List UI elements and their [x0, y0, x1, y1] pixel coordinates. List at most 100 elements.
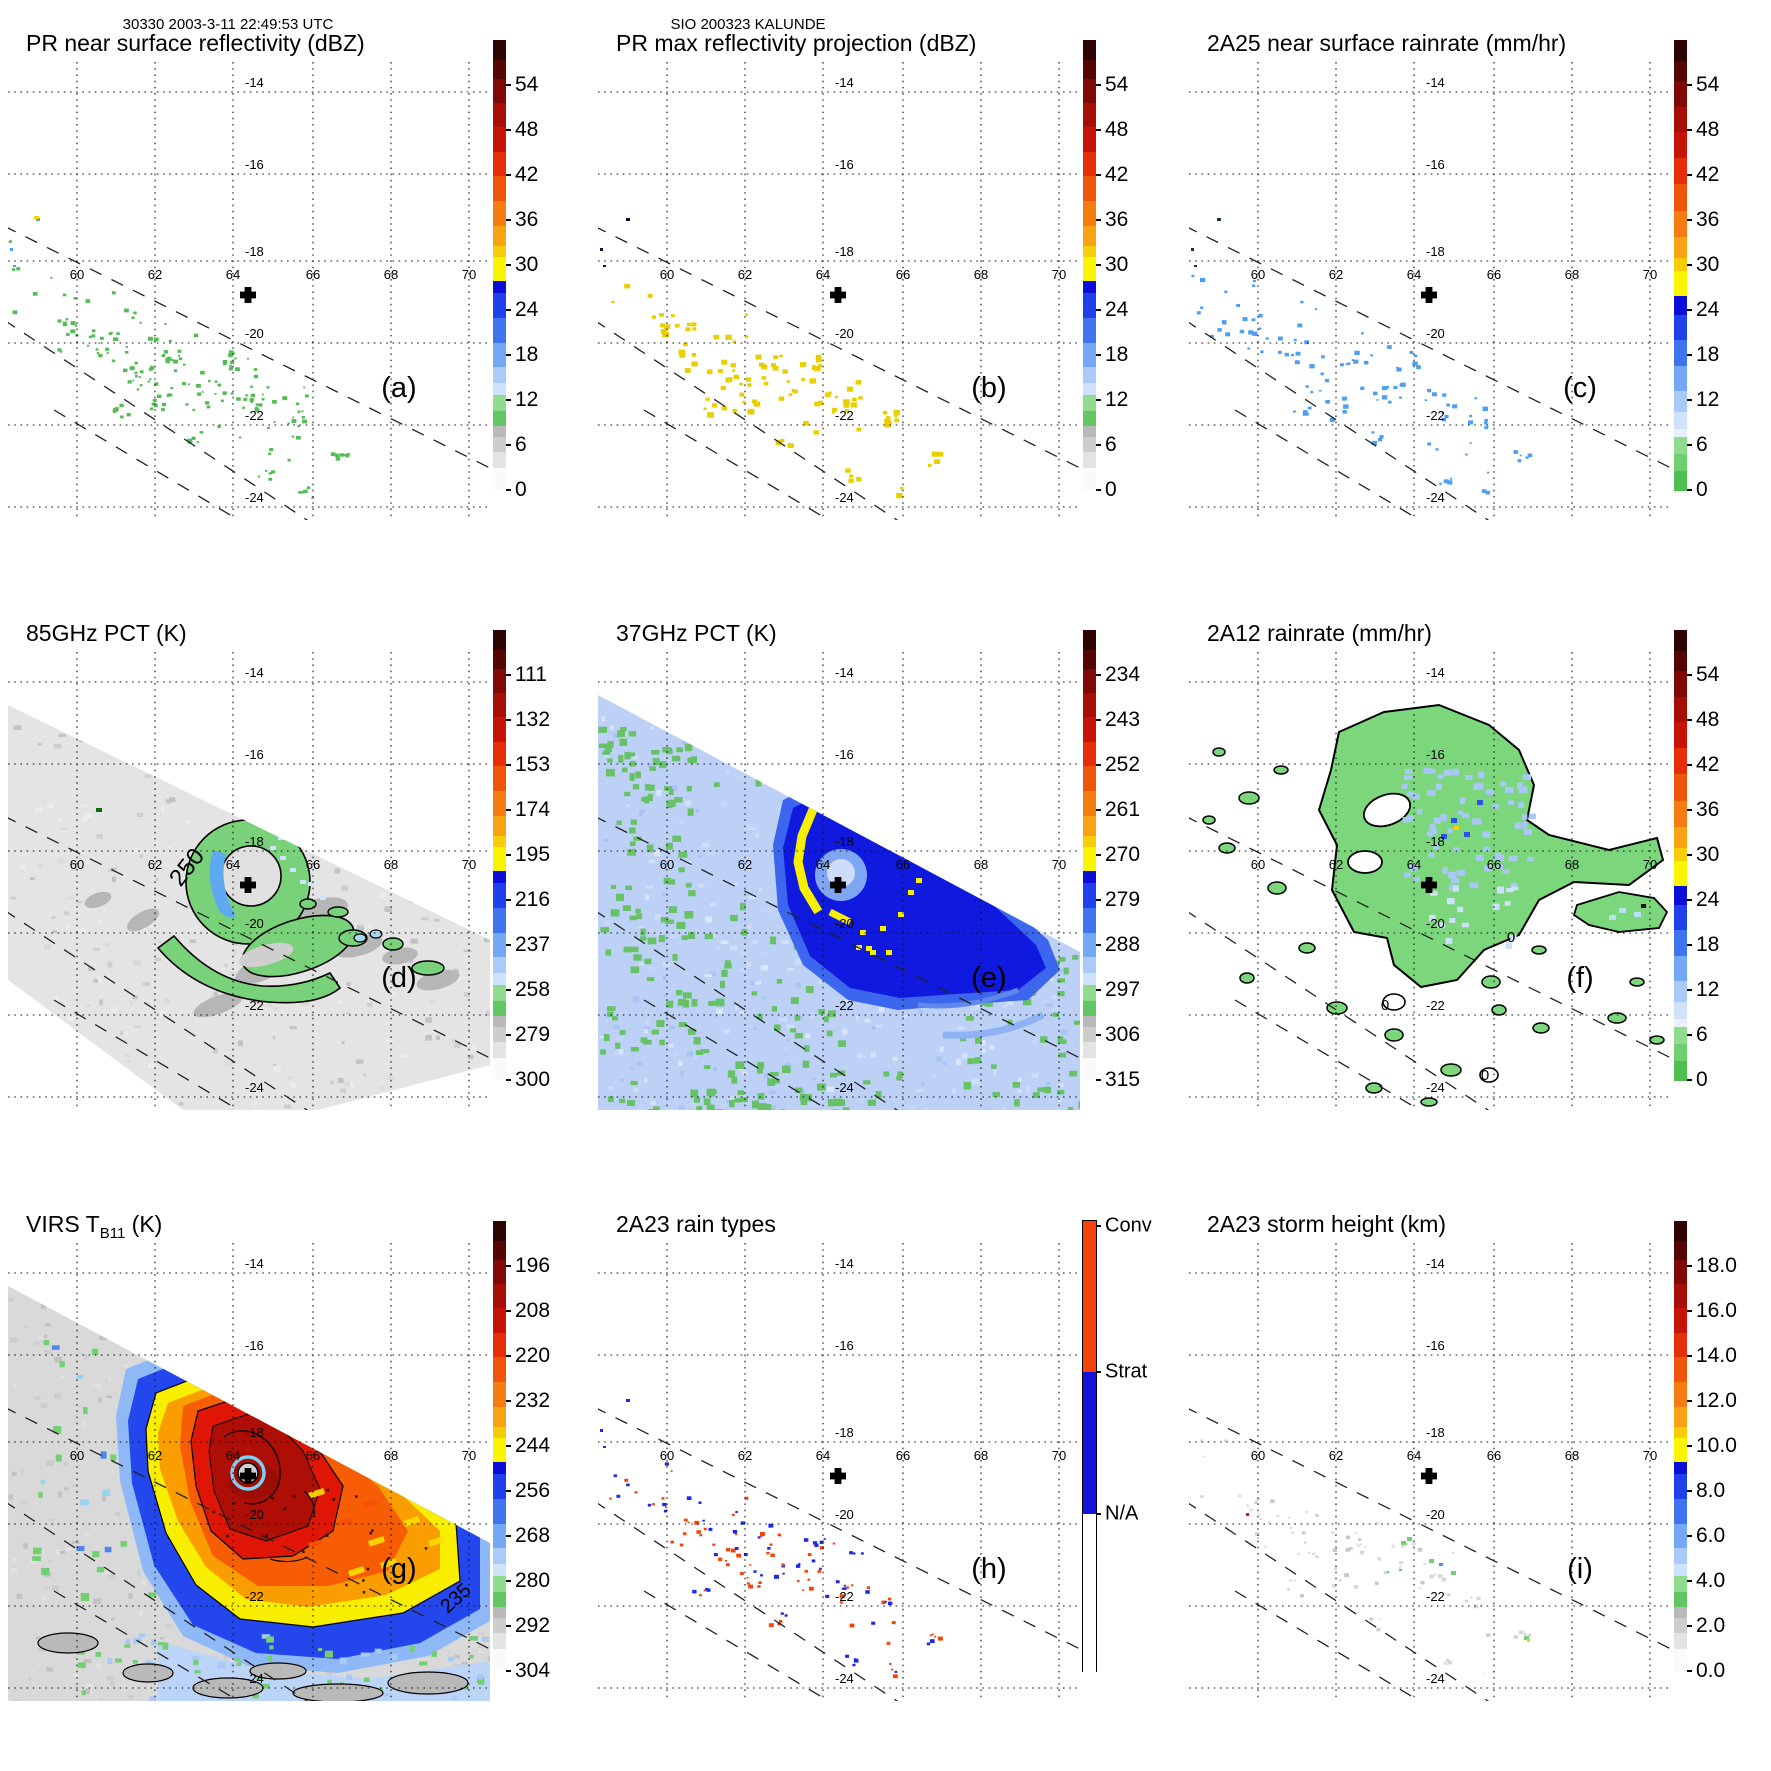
colorbar-segment — [1674, 340, 1687, 366]
colorbar-segment — [1083, 669, 1096, 694]
colorbar-segment — [1083, 395, 1096, 412]
colorbar-segment — [493, 1406, 506, 1427]
colorbar-tick — [1687, 1355, 1692, 1357]
map-plot: -14 -16 -18 -20 -22 -24 60 62 64 66 68 70 — [8, 60, 490, 520]
colorbar-tick — [506, 899, 511, 901]
colorbar-tick-label: 14.0 — [1696, 1344, 1737, 1367]
colorbar-segment — [493, 1283, 506, 1309]
colorbar-segment — [493, 1632, 506, 1650]
lat-tick-label: -24 — [1426, 1671, 1445, 1686]
lat-tick-label: -20 — [835, 916, 854, 931]
colorbar-tick — [506, 84, 511, 86]
colorbar-scale: 54 48 42 36 30 24 18 12 6 0 — [1096, 40, 1180, 501]
colorbar-tick-label: 18 — [1105, 343, 1129, 366]
map-grid-overlay: -14 -16 -18 -20 -22 -24 60 62 64 66 68 70 — [8, 1243, 490, 1701]
colorbar-tick — [506, 1535, 511, 1537]
colorbar-tick-label: 243 — [1105, 708, 1141, 731]
colorbar-segment — [1083, 176, 1096, 202]
colorbar-segment — [493, 395, 506, 412]
colorbar-tick — [1687, 1310, 1692, 1312]
colorbar-tick — [506, 809, 511, 811]
colorbar-tick — [506, 174, 511, 176]
lon-tick-label: 62 — [1329, 857, 1343, 872]
map-imagery: 0 0 0 — [1202, 703, 1669, 1107]
colorbar-tick-label: Strat — [1105, 1360, 1148, 1383]
lon-tick-label: 70 — [462, 267, 476, 282]
colorbar-tick-label: 297 — [1105, 978, 1141, 1001]
storm-center-marker — [830, 877, 846, 893]
lon-tick-label: 62 — [738, 857, 752, 872]
colorbar-segment — [493, 1592, 506, 1607]
colorbar-segment — [1674, 1462, 1687, 1475]
lat-tick-label: -24 — [1426, 1080, 1445, 1095]
lon-tick-label: 60 — [70, 857, 84, 872]
map-grid-overlay: -14 -16 -18 -20 -22 -24 60 62 64 66 68 70 — [8, 62, 490, 520]
panel-letter: (e) — [971, 962, 1007, 994]
lon-tick-label: 68 — [1565, 1448, 1579, 1463]
colorbar-tick-label: 220 — [515, 1344, 551, 1367]
colorbar-segment — [1083, 59, 1096, 80]
colorbar-tick-label: 208 — [515, 1299, 551, 1322]
colorbar-segment — [1083, 883, 1096, 909]
panel-title: 2A25 near surface rainrate (mm/hr) — [1207, 30, 1567, 56]
lat-tick-label: -20 — [835, 1507, 854, 1522]
lat-tick-label: -22 — [835, 998, 854, 1013]
lon-tick-label: 62 — [1329, 267, 1343, 282]
swath-edge-line — [1189, 1408, 1671, 1650]
map-plot: -14 -16 -18 -20 -22 -24 60 62 64 66 68 70 — [598, 1241, 1080, 1701]
colorbar-segment — [1083, 908, 1096, 934]
colorbar-segment — [1083, 835, 1096, 848]
lat-tick-label: -20 — [245, 326, 264, 341]
lat-tick-label: -14 — [835, 1256, 854, 1271]
colorbar-tick — [1096, 489, 1101, 491]
lon-tick-label: 70 — [462, 1448, 476, 1463]
colorbar-segment — [1083, 437, 1096, 453]
colorbar-tick-label: 111 — [515, 663, 547, 686]
colorbar-tick-label: 12 — [1105, 388, 1129, 411]
colorbar — [493, 40, 506, 491]
lon-tick-label: 64 — [1407, 1448, 1421, 1463]
colorbar-segment — [493, 102, 506, 128]
lat-tick-label: -16 — [1426, 157, 1445, 172]
swath-edge-line — [1234, 409, 1421, 520]
colorbar-tick — [1096, 264, 1101, 266]
colorbar-segment — [1083, 451, 1096, 469]
lat-tick-label: -18 — [245, 244, 264, 259]
colorbar-tick — [1096, 944, 1101, 946]
colorbar-tick — [1096, 84, 1101, 86]
map-grid-overlay: -14 -16 -18 -20 -22 -24 60 62 64 66 68 70 — [598, 62, 1080, 520]
lon-tick-label: 66 — [896, 267, 910, 282]
colorbar-segment — [1083, 766, 1096, 792]
colorbar-segment — [493, 1548, 506, 1565]
colorbar-tick — [506, 1580, 511, 1582]
colorbar-segment — [1083, 1057, 1096, 1081]
lat-tick-label: -20 — [835, 326, 854, 341]
colorbar-segment — [493, 1474, 506, 1500]
colorbar-tick — [1096, 174, 1101, 176]
colorbar-tick — [506, 444, 511, 446]
colorbar-scale: 18.0 16.0 14.0 12.0 10.0 8.0 6.0 4.0 2.0 0.0 — [1687, 1221, 1771, 1682]
colorbar-segment — [493, 1499, 506, 1525]
colorbar-tick-label: 280 — [515, 1569, 551, 1592]
colorbar-tick — [1096, 1225, 1101, 1228]
panel-letter: (g) — [381, 1553, 417, 1585]
colorbar-segment — [1083, 257, 1096, 282]
colorbar-segment — [1674, 428, 1687, 438]
colorbar-segment — [1674, 671, 1687, 698]
colorbar-tick-label: 48 — [1696, 118, 1720, 141]
colorbar-segment — [1674, 454, 1687, 472]
colorbar-tick-label: 12 — [1696, 978, 1720, 1001]
colorbar-segment — [1674, 1240, 1687, 1261]
map-grid-overlay: -14 -16 -18 -20 -22 -24 60 62 64 66 68 70 — [1189, 652, 1671, 1110]
colorbar-segment — [493, 245, 506, 258]
colorbar-segment — [1674, 1548, 1687, 1565]
colorbar-segment — [493, 59, 506, 80]
lat-tick-label: -24 — [1426, 490, 1445, 505]
colorbar-tick-label: 24 — [1696, 298, 1720, 321]
colorbar-segment — [493, 437, 506, 453]
colorbar-tick — [1096, 444, 1101, 446]
colorbar-segment — [1674, 1564, 1687, 1577]
colorbar-tick-label: 6.0 — [1696, 1524, 1726, 1547]
colorbar-segment — [1674, 1061, 1687, 1081]
lat-tick-label: -16 — [245, 1338, 264, 1353]
